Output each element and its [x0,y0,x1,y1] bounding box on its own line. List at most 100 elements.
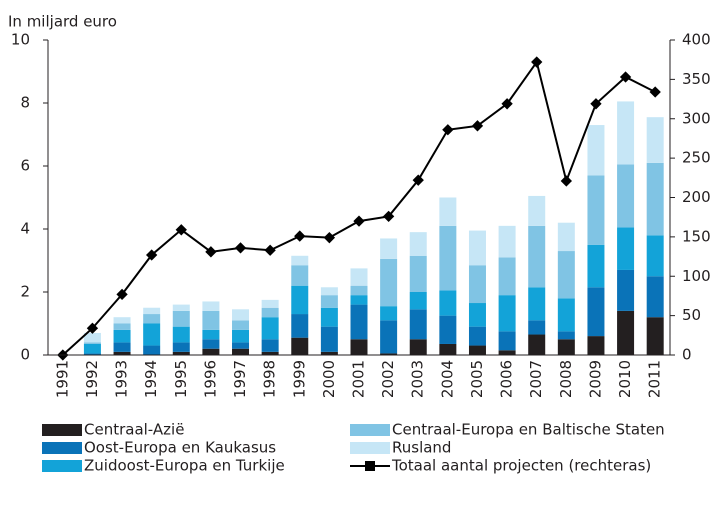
bar-segment [617,164,635,228]
bar-segment [202,301,220,311]
bar-segment [557,298,575,332]
legend-label: Rusland [392,439,451,457]
bar-segment [409,339,427,355]
y2-tick-label: 400 [682,31,711,49]
bar-segment [143,345,161,355]
legend-label: Oost-Europa en Kaukasus [84,439,276,457]
x-tick-label: 2009 [586,360,604,398]
x-tick-label: 2008 [557,360,575,398]
legend-label: Totaal aantal projecten (rechteras) [391,457,651,475]
line-marker [560,175,572,187]
bar-segment [232,348,250,355]
y-tick-label: 4 [20,220,30,238]
line-marker [412,174,424,186]
bar-segment [261,299,279,308]
x-tick-label: 1992 [83,360,101,398]
bar-segment [83,353,101,355]
bar-segment [320,287,338,296]
bar-segment [320,351,338,355]
y-tick-label: 0 [20,346,30,364]
x-tick-label: 2004 [438,360,456,398]
bar-segment [498,331,516,351]
y2-tick-label: 50 [682,306,701,324]
bar-segment [557,251,575,299]
bar-segment [468,303,486,327]
bar-segment [143,323,161,346]
bar-segment [172,351,190,355]
line-marker [294,230,306,242]
x-tick-label: 2002 [379,360,397,398]
x-tick-label: 1998 [261,360,279,398]
x-tick-label: 2000 [320,360,338,398]
bar-segment [380,306,398,321]
bar-segment [528,287,546,321]
bar-segment [350,268,368,286]
bar-segment [83,343,101,354]
bar-segment [557,222,575,252]
bar-segment [646,162,664,236]
x-tick-label: 1995 [172,360,190,398]
legend-label: Centraal-Europa en Baltische Staten [392,421,665,439]
x-tick-label: 2006 [498,360,516,398]
bar-segment [498,295,516,332]
bar-segment [291,255,309,266]
legend-label: Zuidoost-Europa en Turkije [84,457,285,475]
bar-segment [498,225,516,258]
bar-segment [528,320,546,335]
bar-segment [587,336,605,355]
y-tick-label: 10 [11,31,30,49]
line-marker [175,224,187,236]
bar-segment [83,332,101,343]
y-axis-label: In miljard euro [8,13,117,31]
bar-segment [143,307,161,315]
bar-segment [350,295,368,305]
bar-segment [528,334,546,355]
bar-segment [291,314,309,338]
line-marker [323,232,336,244]
bar-segment [232,342,250,349]
bar-segment [291,265,309,286]
bar-segment [528,195,546,226]
bar-segment [468,265,486,304]
bar-segment [291,337,309,355]
bar-segment [380,258,398,307]
line-marker [353,215,365,227]
x-tick-label: 2010 [616,360,634,398]
bar-segment [380,238,398,259]
bar-segment [113,351,131,355]
bar-segment [409,255,427,292]
bar-segment [291,285,309,315]
y-tick-label: 2 [20,283,30,301]
bar-segment [439,343,457,355]
bar-segment [380,353,398,355]
y-tick-label: 6 [20,157,30,175]
bar-segment [439,225,457,291]
y-tick-label: 8 [20,94,30,112]
bar-segment [320,295,338,308]
bar-segment [320,326,338,352]
bar-segment [617,227,635,270]
legend-label: Centraal-Azië [84,421,184,439]
x-tick-label: 1991 [53,360,71,398]
bar-segment [528,225,546,288]
legend-swatch [42,424,82,436]
x-tick-label: 2003 [409,360,427,398]
bar-segment [587,175,605,245]
line-marker [146,249,158,261]
bar-segment [320,307,338,327]
bar-segment [439,197,457,226]
bar-segment [232,309,250,321]
y2-tick-label: 350 [682,70,711,88]
bar-segment [202,310,220,330]
line-marker [531,56,543,68]
bar-segment [261,339,279,352]
bar-segment [468,326,486,346]
x-tick-label: 2001 [350,360,368,398]
bar-segment [380,320,398,354]
bar-segment [172,342,190,352]
x-tick-label: 2005 [468,360,486,398]
legend-swatch [42,442,82,454]
bar-segment [143,314,161,324]
bar-segment [646,276,664,318]
bar-segment [350,285,368,296]
